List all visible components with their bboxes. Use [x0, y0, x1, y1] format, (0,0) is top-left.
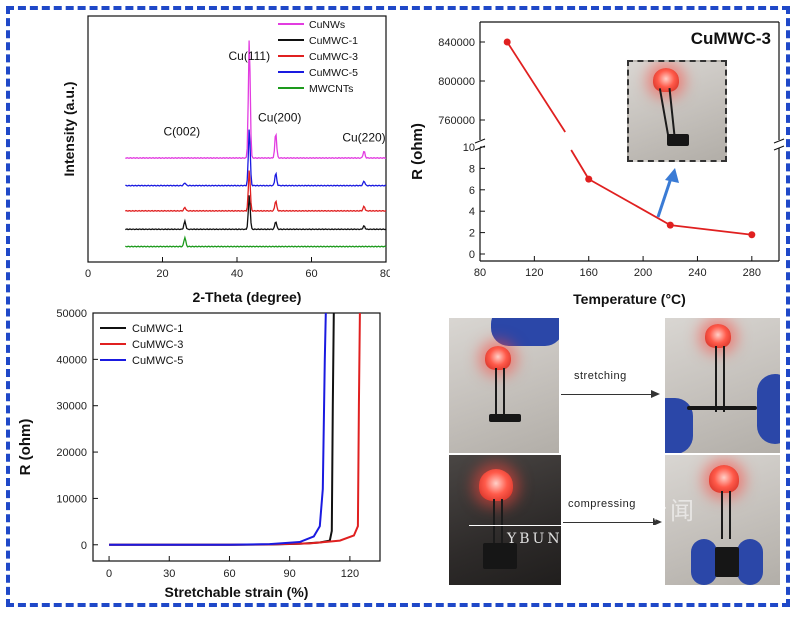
chart-title: CuMWC-3 — [691, 29, 771, 48]
y-tick-label: 840000 — [438, 37, 475, 49]
photo-led-bright — [449, 455, 561, 585]
y-tick-label: 0 — [469, 249, 475, 261]
y-tick-label: 760000 — [438, 115, 475, 127]
pointer-arrow-head — [665, 168, 679, 183]
series-segment — [570, 149, 590, 180]
axis-break-mark — [773, 145, 785, 151]
legend-label: MWCNTs — [309, 83, 353, 95]
y-axis-label: R (ohm) — [409, 123, 426, 180]
legend-label: CuNWs — [309, 19, 345, 31]
y-tick-label: 8 — [469, 163, 475, 175]
y-tick-label: 6 — [469, 185, 475, 197]
photo-led-stretched — [665, 318, 780, 453]
series-line-mwcnts — [125, 235, 387, 248]
x-tick-label: 80 — [380, 268, 390, 280]
legend-label: CuMWC-1 — [132, 323, 183, 335]
y-tick-label: 0 — [81, 540, 87, 552]
legend-label: CuMWC-5 — [132, 355, 183, 367]
x-axis-label: Temperature (°C) — [573, 291, 686, 307]
y-tick-label: 30000 — [56, 401, 87, 413]
stretching-label: stretching — [574, 370, 627, 382]
data-point — [748, 231, 756, 239]
x-tick-label: 160 — [580, 267, 598, 279]
x-tick-label: 120 — [341, 568, 359, 580]
y-tick-label: 20000 — [56, 447, 87, 459]
y-tick-label: 800000 — [438, 76, 475, 88]
series-line-cumwc-5 — [125, 129, 387, 187]
x-axis-label: 2-Theta (degree) — [193, 289, 302, 305]
x-tick-label: 60 — [223, 568, 235, 580]
y-tick-label: 10 — [463, 142, 475, 154]
photo-panel: stretching compressing YBUN 新闻 — [443, 315, 781, 585]
legend-label: CuMWC-1 — [309, 35, 358, 47]
watermark-text: YBUN — [507, 531, 563, 547]
y-tick-label: 2 — [469, 228, 475, 240]
y-axis-label: R (ohm) — [17, 419, 34, 476]
legend-label: CuMWC-5 — [309, 67, 358, 79]
inset-photo — [627, 60, 727, 162]
x-tick-label: 240 — [688, 267, 706, 279]
peak-label: Cu(220) — [342, 131, 385, 145]
temperature-chart: 80 120 160 200 240 280 0 2 4 6 8 10 760000 800000 8400… — [409, 21, 785, 307]
peak-label: Cu(111) — [229, 49, 271, 63]
legend-label: CuMWC-3 — [309, 51, 358, 63]
x-tick-label: 80 — [474, 267, 486, 279]
legend-label: CuMWC-3 — [132, 339, 183, 351]
x-tick-label: 40 — [231, 268, 243, 280]
x-tick-label: 30 — [163, 568, 175, 580]
axis-break-mark — [773, 138, 785, 144]
y-tick-label: 50000 — [56, 308, 87, 320]
y-tick-label: 4 — [469, 206, 475, 218]
led-icon — [653, 68, 679, 92]
peak-label: C(002) — [164, 124, 201, 138]
plot-frame — [92, 312, 381, 562]
photo-led-compressed — [665, 455, 780, 585]
x-tick-label: 120 — [525, 267, 543, 279]
x-tick-label: 0 — [106, 568, 112, 580]
x-tick-label: 60 — [305, 268, 317, 280]
peak-label: Cu(200) — [258, 110, 301, 124]
series-line-cumwc-5 — [109, 312, 327, 546]
pointer-arrow-shaft — [656, 177, 673, 218]
series-segment — [588, 178, 671, 226]
series-segment — [506, 41, 566, 133]
series-line-cumwc-3 — [125, 170, 387, 212]
series-line-cumwc-1 — [125, 195, 387, 231]
axis-break-mark — [474, 138, 486, 144]
data-point — [666, 221, 674, 229]
photo-led-rest — [449, 318, 559, 453]
compressing-label: compressing — [568, 498, 636, 510]
x-tick-label: 0 — [85, 268, 91, 280]
y-axis-label: Intensity (a.u.) — [61, 82, 77, 177]
x-axis-label: Stretchable strain (%) — [165, 584, 309, 600]
dashed-frame — [6, 6, 790, 607]
watermark-chars: 新闻 — [643, 497, 697, 525]
data-point — [503, 38, 511, 46]
y-tick-label: 10000 — [56, 493, 87, 505]
xrd-chart: 0 20 40 60 80 2-Theta (degree) Intensity (a.u.… — [61, 15, 390, 305]
series-segment — [670, 224, 752, 236]
x-tick-label: 280 — [743, 267, 761, 279]
y-tick-label: 40000 — [56, 354, 87, 366]
x-tick-label: 200 — [634, 267, 652, 279]
x-tick-label: 90 — [284, 568, 296, 580]
strain-chart: 0 30 60 90 120 0 10000 20000 30000 40000 50000 Stre… — [17, 308, 381, 600]
data-point — [585, 175, 593, 183]
sample-block — [667, 134, 689, 146]
series-line-cunws — [125, 40, 387, 160]
x-tick-label: 20 — [156, 268, 168, 280]
